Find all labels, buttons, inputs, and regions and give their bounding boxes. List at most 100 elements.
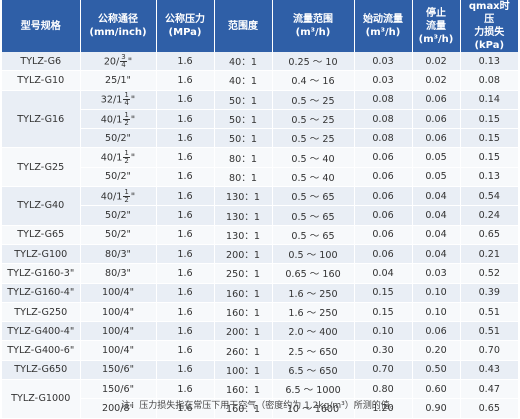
cell-size: 50/2" xyxy=(80,225,157,245)
cell-pressure-loss: 0.21 xyxy=(460,244,518,265)
cell-stop-flow: 0.10 xyxy=(412,302,461,323)
cell-flow-range: 6.5 ～ 650 xyxy=(272,360,355,381)
cell-flow-range: 0.4 ～ 16 xyxy=(272,70,355,91)
table-row: TYLZ-G250 100/4" 1.6 160：1 1.6 ～ 250 0.15 0.10… xyxy=(2,302,518,323)
cell-pressure-loss: 0.70 xyxy=(460,340,518,361)
cell-stop-flow: 0.50 xyxy=(412,360,461,381)
table-row: TYLZ-G650 150/6" 1.6 100：1 6.5 ～ 650 0.70 0.50… xyxy=(2,360,518,381)
cell-range: 200：1 xyxy=(214,244,273,265)
cell-start-flow: 0.06 xyxy=(354,167,413,188)
cell-size: 100/4" xyxy=(80,340,157,361)
cell-pressure: 1.6 xyxy=(156,321,215,342)
cell-range: 260：1 xyxy=(214,340,273,361)
cell-range: 40：1 xyxy=(214,70,273,91)
cell-start-flow: 1.20 xyxy=(354,398,413,419)
cell-stop-flow: 0.90 xyxy=(412,398,461,419)
table-row: 50/2" 1.6 80：1 0.5 ～ 40 0.06 0.05 0.13 xyxy=(2,167,518,188)
table-row: TYLZ-G400-4" 100/4" 1.6 200：1 2.0 ～ 400 0.10 0… xyxy=(2,321,518,342)
cell-range: 160：1 xyxy=(214,283,273,303)
cell-pressure: 1.6 xyxy=(156,205,215,226)
cell-start-flow: 0.06 xyxy=(354,225,413,245)
cell-flow-range: 2.5 ～ 650 xyxy=(272,340,355,361)
cell-flow-range: 0.5 ～ 25 xyxy=(272,90,355,110)
cell-size: 50/2" xyxy=(80,128,157,149)
cell-pressure: 1.6 xyxy=(156,186,215,207)
cell-model: TYLZ-G1000 xyxy=(2,379,81,419)
cell-pressure: 1.6 xyxy=(156,263,215,284)
cell-pressure-loss: 0.24 xyxy=(460,205,518,226)
cell-stop-flow: 0.10 xyxy=(412,283,461,303)
cell-start-flow: 0.80 xyxy=(354,379,413,400)
cell-size: 40/1 1 2 " xyxy=(80,147,157,168)
cell-range: 130：1 xyxy=(214,205,273,226)
cell-pressure-loss: 0.51 xyxy=(460,321,518,342)
cell-pressure: 1.6 xyxy=(156,52,215,72)
table-row: 50/2" 1.6 130：1 0.5 ～ 65 0.06 0.04 0.24 xyxy=(2,205,518,226)
cell-range: 200：1 xyxy=(214,321,273,342)
cell-stop-flow: 0.04 xyxy=(412,225,461,245)
cell-pressure: 1.6 xyxy=(156,109,215,130)
cell-size: 25/1" xyxy=(80,70,157,91)
cell-start-flow: 0.04 xyxy=(354,263,413,284)
table-row: 200/8" 1.6 160：1 10 ～ 1600 1.20 0.90 0.65 xyxy=(2,398,518,419)
cell-pressure: 1.6 xyxy=(156,225,215,245)
cell-range: 160：1 xyxy=(214,379,273,400)
cell-pressure-loss: 0.13 xyxy=(460,167,518,188)
cell-range: 80：1 xyxy=(214,147,273,168)
cell-model: TYLZ-G65 xyxy=(2,225,81,245)
cell-pressure: 1.6 xyxy=(156,360,215,381)
cell-range: 50：1 xyxy=(214,90,273,110)
cell-model: TYLZ-G100 xyxy=(2,244,81,265)
cell-flow-range: 10 ～ 1600 xyxy=(272,398,355,419)
cell-size: 100/4" xyxy=(80,283,157,303)
cell-size: 50/2" xyxy=(80,167,157,188)
table-row: TYLZ-G10 25/1" 1.6 40：1 0.4 ～ 16 0.03 0.02 0.08 xyxy=(2,70,518,91)
cell-pressure: 1.6 xyxy=(156,70,215,91)
cell-size: 80/3" xyxy=(80,263,157,284)
cell-size: 40/1 1 2 " xyxy=(80,109,157,130)
cell-pressure-loss: 0.54 xyxy=(460,186,518,207)
cell-flow-range: 0.5 ～ 40 xyxy=(272,167,355,188)
cell-pressure-loss: 0.15 xyxy=(460,128,518,149)
cell-stop-flow: 0.04 xyxy=(412,186,461,207)
cell-flow-range: 0.5 ～ 65 xyxy=(272,186,355,207)
cell-stop-flow: 0.06 xyxy=(412,90,461,110)
cell-flow-range: 1.6 ～ 250 xyxy=(272,302,355,323)
table-body: TYLZ-G6 20/3 4 " 1.6 40：1 0.25 ～ 10 0.03 0.02 0.1… xyxy=(2,52,518,419)
cell-pressure: 1.6 xyxy=(156,128,215,149)
cell-pressure: 1.6 xyxy=(156,147,215,168)
cell-start-flow: 0.06 xyxy=(354,147,413,168)
cell-range: 160：1 xyxy=(214,398,273,419)
cell-stop-flow: 0.60 xyxy=(412,379,461,400)
cell-range: 50：1 xyxy=(214,109,273,130)
cell-start-flow: 0.06 xyxy=(354,244,413,265)
cell-pressure-loss: 0.65 xyxy=(460,225,518,245)
cell-range: 100：1 xyxy=(214,360,273,381)
cell-model: TYLZ-G16 xyxy=(2,90,81,149)
cell-start-flow: 0.10 xyxy=(354,321,413,342)
cell-pressure-loss: 0.13 xyxy=(460,52,518,72)
cell-pressure: 1.6 xyxy=(156,90,215,110)
cell-start-flow: 0.15 xyxy=(354,302,413,323)
cell-stop-flow: 0.06 xyxy=(412,321,461,342)
cell-start-flow: 0.03 xyxy=(354,52,413,72)
cell-pressure-loss: 0.65 xyxy=(460,398,518,419)
cell-size: 200/8" xyxy=(80,398,157,419)
header-start-flow: 始动流量 (m³/h) xyxy=(354,0,413,52)
cell-pressure: 1.6 xyxy=(156,167,215,188)
cell-flow-range: 0.25 ～ 10 xyxy=(272,52,355,72)
cell-range: 130：1 xyxy=(214,225,273,245)
cell-pressure-loss: 0.43 xyxy=(460,360,518,381)
cell-start-flow: 0.15 xyxy=(354,283,413,303)
cell-pressure-loss: 0.14 xyxy=(460,90,518,110)
cell-model: TYLZ-G250 xyxy=(2,302,81,323)
table-header-row: 型号规格 公称通径 (mm/inch) 公称压力 (MPa) 范围度 流量范围 (m³… xyxy=(2,0,518,52)
table-row: TYLZ-G40 40/1 1 2 " 1.6 130：1 0.5 ～ 65 0.06 0.04 0… xyxy=(2,186,518,226)
cell-pressure: 1.6 xyxy=(156,379,215,400)
table-row: TYLZ-G1000 150/6" 1.6 160：1 6.5 ～ 1000 0.80 0.… xyxy=(2,379,518,419)
cell-pressure-loss: 0.15 xyxy=(460,109,518,130)
